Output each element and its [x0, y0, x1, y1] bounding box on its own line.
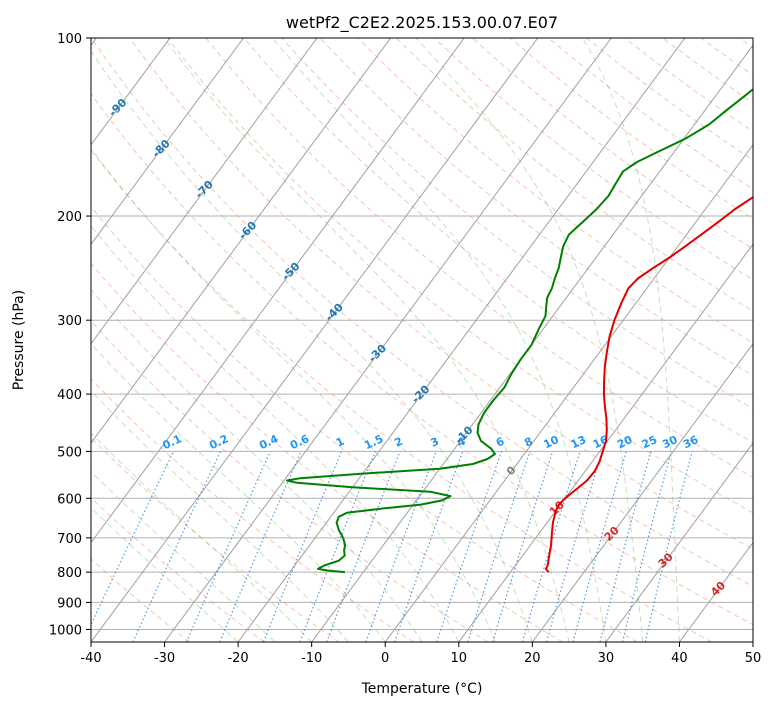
isotherm [458, 243, 753, 642]
isotherm [91, 38, 465, 544]
x-tick-label: -30 [154, 651, 175, 666]
y-tick-label: 1000 [49, 624, 82, 639]
mixing-ratio-line [546, 451, 603, 642]
dry-adiabat [167, 38, 753, 514]
moist-adiabat [91, 507, 239, 642]
y-tick-label: 100 [57, 32, 82, 47]
moist-adiabat [91, 470, 276, 642]
moist-adiabat [91, 50, 533, 642]
mixing-ratio-line [644, 451, 693, 642]
y-tick-label: 500 [57, 445, 82, 460]
mixing-ratio-line [436, 451, 503, 642]
x-tick-label: -10 [301, 651, 322, 666]
dry-adiabat [91, 92, 753, 626]
mixing-ratio-label: 13 [569, 433, 588, 451]
x-tick-label: 20 [524, 651, 541, 666]
mixing-ratio-line [326, 451, 401, 642]
moist-adiabat [91, 342, 386, 642]
moist-adiabat [415, 38, 644, 642]
mixing-ratio-line [186, 451, 271, 642]
moist-adiabat [163, 38, 570, 642]
mixing-ratio-line [521, 451, 581, 642]
mixing-ratio-line [492, 451, 554, 642]
dry-adiabat [281, 38, 753, 410]
mixing-ratio-line [622, 451, 672, 642]
mixing-ratio-line [219, 451, 302, 642]
isotherm [91, 38, 318, 345]
x-tick-label: 30 [598, 651, 615, 666]
y-tick-label: 400 [57, 388, 82, 403]
dry-adiabat [91, 378, 414, 642]
dry-adiabat [357, 38, 753, 344]
x-axis-label: Temperature (°C) [361, 681, 483, 697]
axis-ticks: -40 -30 -20 -10 0 10 20 30 40 50 100 200 300 400 500 60… [49, 32, 761, 666]
mixing-ratio-label: 20 [615, 433, 635, 451]
y-tick-label: 300 [57, 314, 82, 329]
y-tick-label: 200 [57, 210, 82, 225]
mixing-ratio-line [572, 451, 627, 642]
y-tick-label: 700 [57, 532, 82, 547]
mixing-ratio-label: 25 [640, 433, 659, 451]
y-tick-label: 900 [57, 596, 82, 611]
x-tick-label: 0 [381, 651, 389, 666]
dry-adiabat [91, 558, 191, 642]
dry-adiabat [91, 38, 753, 587]
isotherm [91, 38, 392, 444]
dry-adiabat [91, 205, 638, 642]
plot-frame [90, 37, 754, 643]
dry-adiabat [91, 149, 713, 642]
moist-adiabat [271, 38, 607, 642]
x-tick-label: 50 [745, 651, 762, 666]
dry-adiabat [243, 38, 753, 444]
mixing-ratio-line [299, 451, 376, 642]
dewpoint-line [285, 87, 753, 574]
isotherm [91, 38, 244, 246]
mixing-ratio-label: 30 [660, 433, 680, 451]
mixing-ratio-line [467, 451, 531, 642]
isotherm [91, 38, 171, 146]
background-lines [91, 38, 753, 642]
isotherm [237, 38, 686, 642]
x-tick-label: 10 [451, 651, 468, 666]
mixing-ratio-label: 10 [542, 433, 562, 451]
x-tick-label: 40 [671, 651, 688, 666]
isotherm [531, 342, 753, 642]
chart-title: wetPf2_C2E2.2025.153.00.07.E07 [286, 13, 558, 33]
y-tick-label: 600 [57, 492, 82, 507]
x-tick-label: -20 [227, 651, 248, 666]
isotherm [91, 38, 539, 642]
moist-adiabat [91, 390, 349, 642]
mixing-ratio-line [599, 451, 652, 642]
y-axis-label: Pressure (hPa) [11, 290, 27, 390]
mixing-ratio-line [262, 451, 343, 642]
sounding-series [285, 87, 753, 574]
temperature-line [544, 195, 753, 573]
moist-adiabat [582, 38, 680, 642]
isotherm [164, 38, 612, 642]
moist-adiabat [91, 288, 423, 642]
mixing-ratio-label: 36 [681, 433, 701, 451]
y-tick-label: 800 [57, 566, 82, 581]
x-tick-label: -40 [80, 651, 101, 666]
isotherm [605, 442, 753, 642]
mixing-ratio-line [365, 451, 437, 642]
